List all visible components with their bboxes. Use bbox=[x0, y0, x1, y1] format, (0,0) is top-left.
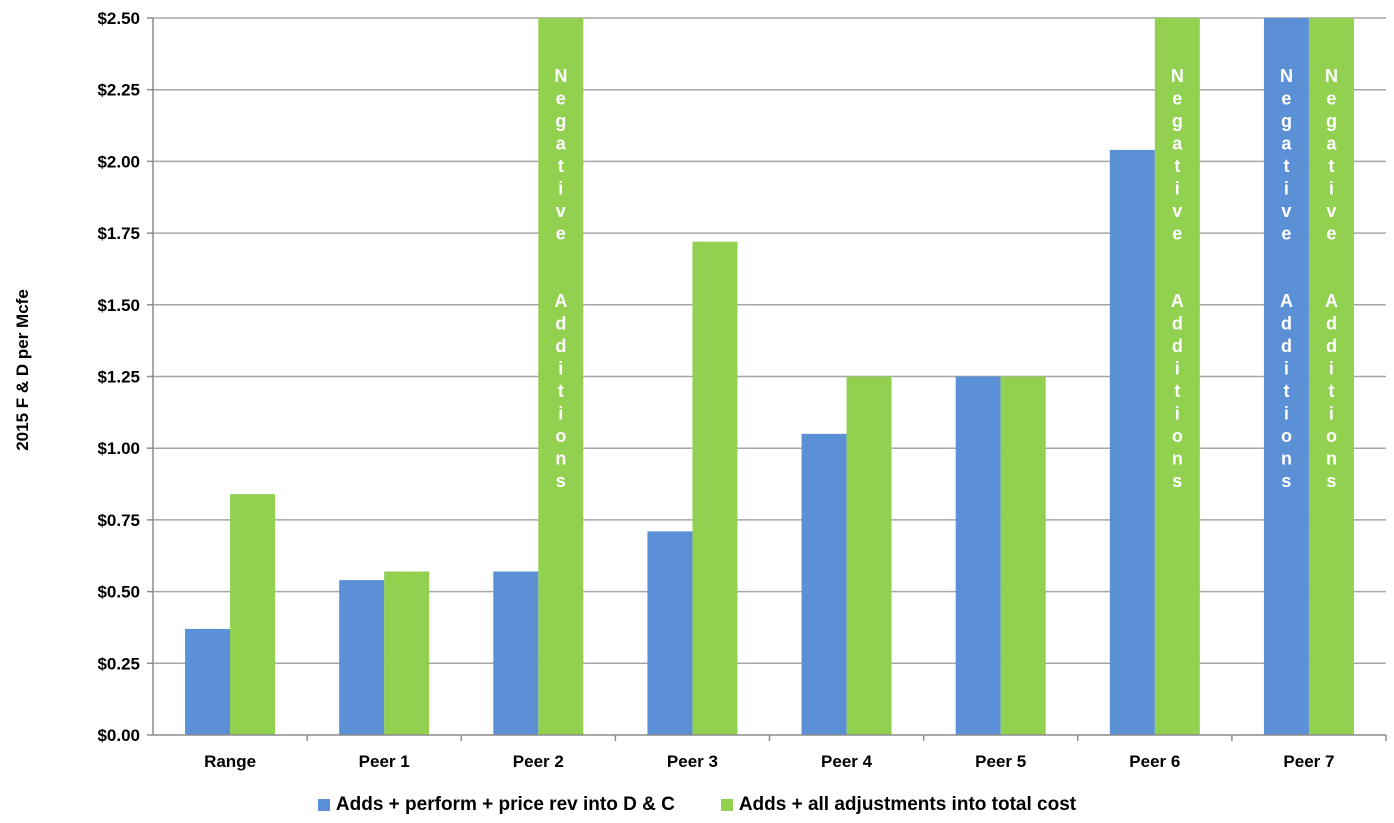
y-tick-label: $2.25 bbox=[97, 81, 140, 100]
x-tick-label: Peer 7 bbox=[1283, 752, 1334, 771]
bar-series-1 bbox=[185, 628, 231, 735]
bar-series-2 bbox=[1000, 376, 1046, 735]
legend-item-series-2: Adds + all adjustments into total cost bbox=[720, 794, 1077, 816]
y-tick-label: $2.50 bbox=[97, 9, 140, 28]
legend-swatch-series-1 bbox=[317, 799, 330, 811]
y-tick-label: $1.25 bbox=[97, 368, 140, 387]
y-tick-label: $2.00 bbox=[97, 152, 140, 171]
bar-series-1 bbox=[647, 531, 693, 735]
bar-series-2 bbox=[538, 18, 584, 735]
legend-label-series-2: Adds + all adjustments into total cost bbox=[738, 794, 1077, 815]
x-tick-label: Peer 4 bbox=[821, 752, 873, 771]
bar-series-1 bbox=[493, 571, 539, 735]
x-tick-label: Peer 6 bbox=[1129, 752, 1180, 771]
y-tick-label: $1.50 bbox=[97, 296, 140, 315]
bar-series-2 bbox=[1308, 18, 1354, 735]
y-tick-label: $0.00 bbox=[97, 726, 140, 745]
x-tick-label: Peer 5 bbox=[975, 752, 1026, 771]
bar-series-1 bbox=[1109, 149, 1155, 736]
y-tick-label: $1.00 bbox=[97, 439, 140, 458]
bars bbox=[185, 18, 1354, 736]
y-tick-label: $1.75 bbox=[97, 224, 140, 243]
bar-series-2 bbox=[230, 494, 276, 735]
x-tick-label: Peer 3 bbox=[667, 752, 718, 771]
bar-series-1 bbox=[955, 376, 1001, 735]
y-tick-label: $0.75 bbox=[97, 511, 140, 530]
bar-series-2 bbox=[1154, 18, 1200, 735]
legend-item-series-1: Adds + perform + price rev into D & C bbox=[317, 794, 675, 816]
bar-series-2 bbox=[384, 571, 430, 735]
x-tick-label: Range bbox=[204, 752, 256, 771]
y-tick-label: $0.25 bbox=[97, 654, 140, 673]
legend-swatch-series-2 bbox=[720, 799, 733, 811]
bar-series-1 bbox=[801, 433, 847, 735]
legend-label-series-1: Adds + perform + price rev into D & C bbox=[335, 794, 675, 815]
axes: $0.00 $0.25 $0.50 $0.75 $1.00 $1.25 $1.50 $1.75… bbox=[97, 9, 1387, 771]
bar-series-2 bbox=[846, 376, 892, 735]
y-tick-label: $0.50 bbox=[97, 583, 140, 602]
bar-series-2 bbox=[692, 241, 738, 736]
x-tick-label: Peer 2 bbox=[513, 752, 564, 771]
bar-series-1 bbox=[339, 580, 385, 735]
gridlines bbox=[153, 17, 1386, 665]
y-axis-label: 2015 F & D per Mcfe bbox=[13, 289, 32, 451]
bar-series-1 bbox=[1263, 18, 1309, 735]
x-tick-label: Peer 1 bbox=[359, 752, 410, 771]
legend: Adds + perform + price rev into D & C Ad… bbox=[0, 790, 1394, 820]
